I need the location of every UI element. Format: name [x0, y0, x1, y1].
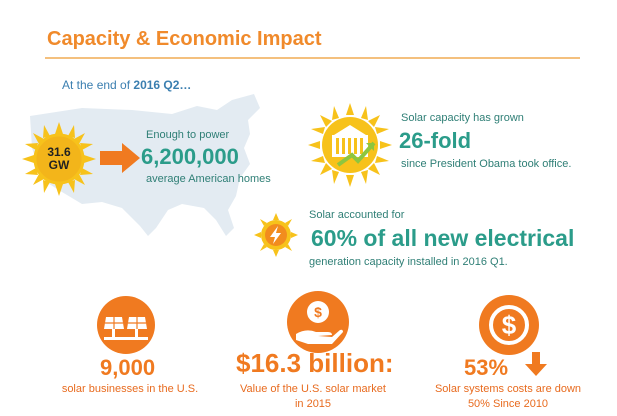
- intro-prefix: At the end of: [62, 78, 134, 92]
- homes-number: 6,200,000: [141, 144, 239, 169]
- arrow-down-icon: [525, 352, 547, 376]
- title-divider: [45, 57, 580, 59]
- growth-value: 26-fold: [399, 128, 472, 153]
- stat-market-label-2: in 2015: [294, 398, 332, 410]
- stat-businesses-value: 9,000: [100, 355, 156, 380]
- lightning-icon: [254, 213, 298, 257]
- homes-label-top: Enough to power: [146, 129, 230, 141]
- dollar-icon: $: [479, 295, 539, 355]
- svg-text:$: $: [314, 304, 322, 320]
- stat-businesses-label: solar businesses in the U.S.: [61, 383, 199, 395]
- share-value: 60% of all new electrical: [311, 225, 575, 251]
- svg-text:$: $: [502, 310, 517, 340]
- growth-label: Solar capacity has grown: [401, 112, 524, 124]
- capacity-badge: 31.6 GW: [22, 122, 96, 196]
- growth-sub: since President Obama took office.: [401, 158, 572, 170]
- sun-icon: [22, 122, 96, 196]
- arrow-right-icon: [100, 143, 140, 173]
- stat-market-label-1: Value of the U.S. solar market: [240, 383, 386, 395]
- page-title: Capacity & Economic Impact: [47, 28, 322, 50]
- stat-cost-value: 53%: [464, 355, 509, 380]
- money-hand-icon: $: [287, 291, 349, 353]
- capacity-unit: GW: [48, 158, 70, 172]
- stat-market-value: $16.3 billion:: [236, 348, 394, 378]
- capacity-value: 31.6: [47, 145, 71, 159]
- share-label: Solar accounted for: [309, 209, 405, 221]
- us-map-icon: [30, 94, 260, 236]
- share-sub: generation capacity installed in 2016 Q1…: [309, 256, 508, 268]
- homes-label-bottom: average American homes: [146, 173, 271, 185]
- intro-text: At the end of 2016 Q2…: [62, 78, 191, 92]
- solar-panel-icon: [97, 296, 155, 354]
- white-house-growth-icon: [308, 103, 392, 187]
- stat-cost-label-2: 50% Since 2010: [467, 398, 549, 410]
- intro-emphasis: 2016 Q2…: [133, 78, 192, 92]
- stat-cost-label-1: Solar systems costs are down: [434, 383, 582, 395]
